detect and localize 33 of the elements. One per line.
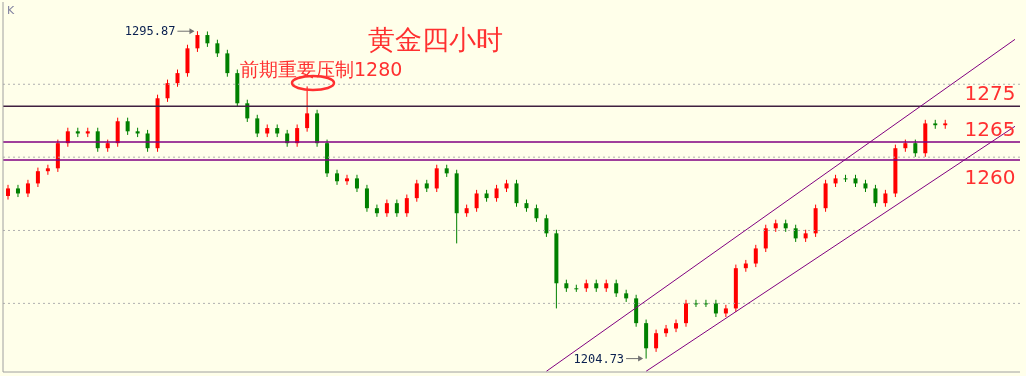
candlestick [374,204,379,218]
candlestick [474,189,479,213]
candlestick [335,169,340,186]
candlestick [414,179,419,203]
annotation: K [7,4,15,17]
candlestick [364,184,369,213]
candlestick [225,49,230,78]
annotation: 1204.73 [573,351,625,366]
candlestick [305,85,310,133]
annotation: 1295.87 [124,24,176,39]
candlestick [6,184,10,201]
candlestick [654,329,659,353]
ref-line-label: 1265 [964,117,1016,142]
ref-line-label: 1275 [964,81,1016,106]
candlestick [115,117,120,148]
candlestick [165,79,170,103]
candlestick [723,304,728,318]
candlestick [255,114,260,138]
candlestick [404,194,409,218]
candlestick [873,184,878,208]
candlestick [753,244,758,268]
candlestick [15,184,20,198]
candlestick [434,164,439,193]
candlestick [674,319,679,333]
candlestick [45,164,50,176]
candlestick [763,224,768,253]
text: 黄金四小时 [368,23,503,57]
candlestick [514,179,519,208]
candlestick [544,214,549,238]
candlestick [684,299,688,328]
candlestick [35,167,40,188]
candlestick [345,174,349,186]
ref-line-label: 1260 [964,165,1016,190]
